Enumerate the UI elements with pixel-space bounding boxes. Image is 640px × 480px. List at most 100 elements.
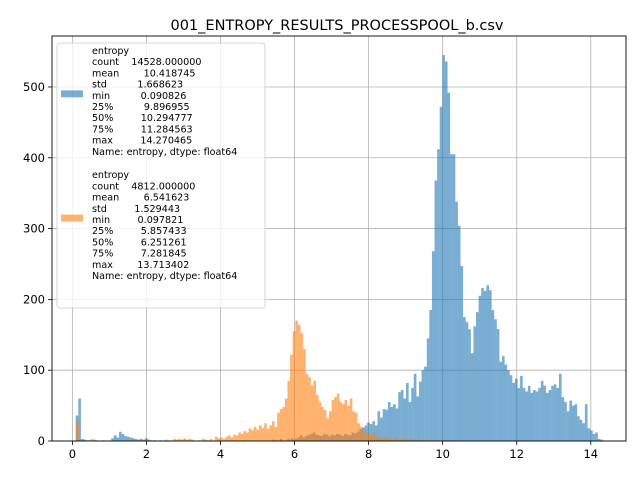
histogram-bar <box>447 92 451 441</box>
histogram-bar <box>483 290 487 441</box>
histogram-bar <box>390 407 394 441</box>
histogram-bar <box>444 61 448 442</box>
legend-text-line: mean 10.418745 <box>92 68 195 79</box>
histogram-bar <box>377 411 381 441</box>
histogram-bar <box>261 428 265 441</box>
histogram-bar <box>527 385 531 441</box>
histogram-bar <box>362 431 366 441</box>
histogram-bar <box>329 411 332 441</box>
histogram-bar <box>569 400 572 441</box>
histogram-bar <box>248 428 252 441</box>
legend-text-line: 75% 11.284563 <box>92 124 193 135</box>
histogram-bar <box>517 387 521 441</box>
histogram-bar <box>378 437 381 441</box>
histogram-bar <box>401 438 405 441</box>
legend-text-line: count 14528.000000 <box>92 57 201 68</box>
y-tick-label: 300 <box>23 222 45 236</box>
histogram-bar <box>274 426 278 441</box>
histogram-bar <box>93 439 97 441</box>
histogram-bar <box>336 393 340 441</box>
histogram-bar <box>295 320 298 441</box>
histogram-bar <box>352 411 355 441</box>
histogram-bar <box>83 439 87 441</box>
histogram-bar <box>131 438 135 441</box>
histogram-bar <box>533 390 536 441</box>
histogram-bar <box>279 409 283 441</box>
histogram-bar <box>383 436 387 441</box>
histogram-bar <box>595 432 598 441</box>
legend-text-line: min 0.097821 <box>92 215 183 226</box>
histogram-bar <box>499 361 502 441</box>
histogram-bar <box>512 382 515 441</box>
histogram-bar <box>548 390 552 441</box>
histogram-bar <box>442 55 445 442</box>
histogram-bar <box>164 439 168 441</box>
chart-title: 001_ENTROPY_RESULTS_PROCESSPOOL_b.csv <box>170 18 503 34</box>
histogram-bar <box>587 428 591 441</box>
histogram-bar <box>437 149 440 441</box>
histogram-bar <box>222 438 226 441</box>
histogram-bar <box>227 435 231 441</box>
histogram-bar <box>116 437 120 441</box>
histogram-bar <box>406 382 409 441</box>
histogram-bar <box>403 398 407 441</box>
histogram-bar <box>264 423 267 441</box>
histogram-bar <box>119 431 122 441</box>
legend-text-line: max 13.713402 <box>92 260 189 271</box>
histogram-bar <box>413 373 417 441</box>
histogram-bar <box>408 402 412 441</box>
histogram-bar <box>347 405 350 441</box>
histogram-bar <box>422 439 425 441</box>
x-tick-label: 10 <box>435 447 450 461</box>
histogram-bars <box>75 55 604 442</box>
histogram-bar <box>398 439 402 441</box>
histogram-bar <box>334 397 337 441</box>
histogram-bar <box>546 392 549 441</box>
histogram-bar <box>380 417 383 441</box>
histogram-bar <box>435 439 438 441</box>
histogram-bar <box>387 402 391 441</box>
histogram-bar <box>121 433 125 441</box>
histogram-bar <box>478 295 482 441</box>
histogram-bar <box>367 433 371 441</box>
x-tick-label: 6 <box>291 447 298 461</box>
histogram-bar <box>463 317 466 441</box>
histogram-bar <box>259 425 262 441</box>
histogram-bar <box>491 310 495 441</box>
legend-text-line: Name: entropy, dtype: float64 <box>92 147 237 158</box>
histogram-bar <box>582 423 585 441</box>
histogram-bar <box>439 106 443 441</box>
histogram-bar <box>501 356 505 441</box>
histogram-bar <box>282 407 285 441</box>
histogram-bar <box>566 411 570 441</box>
histogram-bar <box>277 412 280 441</box>
histogram-bar <box>186 439 189 441</box>
histogram-bar <box>124 436 127 441</box>
histogram-bar <box>90 438 94 441</box>
histogram-bar <box>597 438 601 441</box>
histogram-bar <box>126 436 130 441</box>
histogram-bar <box>209 438 213 441</box>
histogram-bar <box>386 438 389 441</box>
histogram-bar <box>468 329 471 441</box>
x-axis: 0 2 4 6 8 10 12 14 <box>69 441 598 461</box>
histogram-bar <box>326 418 330 441</box>
histogram-bar <box>455 201 458 441</box>
histogram-bar <box>460 266 464 441</box>
histogram-bar <box>382 409 386 441</box>
histogram-bar <box>522 387 526 441</box>
histogram-bar <box>313 380 317 441</box>
x-tick-label: 4 <box>217 447 224 461</box>
histogram-bar <box>303 348 306 441</box>
histogram-bar <box>391 439 394 441</box>
histogram-bar <box>147 439 151 441</box>
histogram-bar <box>507 370 510 441</box>
histogram-bar <box>78 398 81 441</box>
histogram-bar <box>253 426 257 441</box>
histogram-bar <box>434 180 438 442</box>
y-tick-label: 400 <box>23 151 45 165</box>
legend-text-line: 25% 9.896955 <box>92 102 190 113</box>
histogram-bar <box>269 425 273 441</box>
histogram-bar <box>504 364 508 441</box>
